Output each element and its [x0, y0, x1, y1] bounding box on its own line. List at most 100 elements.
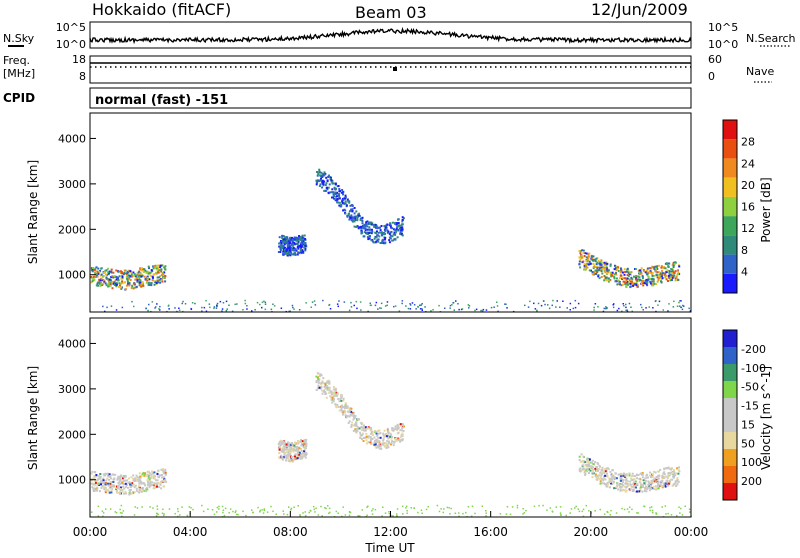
echo-point	[127, 283, 130, 286]
echo-point	[315, 181, 318, 184]
ground-scatter-point	[177, 508, 179, 510]
echo-point	[578, 263, 581, 266]
echo-point	[650, 476, 652, 479]
echo-point	[108, 278, 111, 281]
ground-scatter-point	[449, 307, 451, 309]
echo-point	[362, 432, 364, 435]
y-tick-label: 1000	[58, 269, 86, 282]
echo-point	[384, 227, 387, 230]
echo-point	[287, 252, 290, 255]
echo-point	[326, 380, 329, 383]
ground-scatter-point	[593, 309, 595, 311]
noise-panel: N.Sky 10^5 10^0 10^5 10^0 N.Search	[3, 21, 796, 51]
echo-point	[114, 473, 117, 476]
echo-point	[358, 214, 360, 217]
ground-scatter-point	[97, 515, 100, 517]
echo-point	[145, 488, 147, 491]
ground-scatter-point	[444, 307, 446, 309]
ground-scatter-point	[509, 513, 512, 516]
echo-point	[294, 455, 296, 458]
echo-point	[332, 400, 335, 403]
colorbar-tick-label: -15	[741, 400, 759, 413]
echo-point	[620, 474, 623, 477]
ground-scatter-point	[673, 300, 675, 303]
ground-scatter-point	[310, 306, 312, 308]
echo-point	[116, 491, 118, 494]
echo-point	[338, 196, 341, 199]
echo-point	[652, 478, 655, 481]
echo-point	[376, 239, 379, 242]
echo-point	[377, 446, 380, 449]
station-title: Hokkaido (fitACF)	[92, 0, 231, 19]
echo-point	[283, 453, 286, 456]
echo-point	[104, 488, 107, 491]
ground-scatter-point	[343, 301, 346, 303]
echo-point	[591, 259, 594, 261]
ground-scatter-point	[664, 505, 667, 507]
echo-point	[617, 488, 620, 491]
ground-scatter-point	[328, 304, 330, 306]
ground-scatter-point	[421, 309, 423, 311]
echo-point	[653, 274, 656, 277]
echo-point	[127, 270, 130, 273]
echo-point	[108, 270, 111, 273]
ground-scatter-point	[516, 506, 519, 509]
echo-point	[598, 464, 601, 467]
echo-point	[350, 410, 353, 413]
echo-point	[582, 455, 585, 458]
echo-point	[300, 252, 303, 255]
echo-point	[364, 426, 367, 429]
ground-scatter-point	[179, 514, 181, 516]
echo-point	[640, 282, 643, 285]
echo-point	[381, 442, 384, 445]
echo-point	[122, 480, 125, 482]
echo-point	[284, 442, 287, 445]
echo-point	[384, 233, 386, 235]
echo-point	[603, 261, 606, 264]
echo-point	[100, 481, 103, 484]
echo-point	[127, 277, 130, 280]
echo-point	[617, 270, 620, 272]
echo-point	[108, 280, 110, 283]
echo-point	[348, 410, 351, 413]
echo-point	[105, 479, 108, 482]
echo-point	[97, 267, 100, 270]
echo-point	[125, 276, 128, 279]
ground-scatter-point	[651, 509, 654, 512]
echo-point	[340, 396, 343, 399]
echo-point	[376, 227, 379, 230]
echo-point	[651, 278, 654, 280]
ground-scatter-point	[581, 510, 584, 513]
echo-point	[108, 478, 110, 481]
echo-point	[669, 279, 672, 282]
echo-point	[666, 481, 669, 484]
ground-scatter-point	[219, 300, 222, 303]
echo-point	[630, 479, 633, 481]
echo-point	[148, 486, 151, 489]
echo-point	[289, 254, 292, 257]
echo-point	[155, 282, 158, 284]
echo-point	[155, 267, 158, 270]
echo-point	[108, 473, 111, 476]
echo-point	[604, 478, 607, 481]
ground-scatter-point	[455, 300, 457, 302]
echo-point	[616, 484, 619, 487]
echo-point	[395, 437, 398, 440]
echo-point	[401, 423, 404, 426]
ground-scatter-point	[261, 306, 263, 309]
echo-point	[109, 481, 112, 483]
echo-point	[282, 252, 285, 255]
ground-scatter-point	[681, 514, 684, 516]
echo-point	[634, 483, 637, 485]
ground-scatter-point	[263, 508, 265, 510]
ground-scatter-point	[409, 308, 412, 310]
echo-point	[139, 280, 142, 283]
freq-tick-bottom: 8	[79, 70, 86, 83]
echo-point	[127, 477, 130, 480]
echo-point	[619, 475, 622, 478]
ground-scatter-point	[547, 304, 549, 306]
echo-point	[667, 482, 670, 485]
echo-point	[143, 474, 146, 477]
echo-point	[102, 479, 105, 482]
ground-scatter-point	[380, 302, 383, 305]
